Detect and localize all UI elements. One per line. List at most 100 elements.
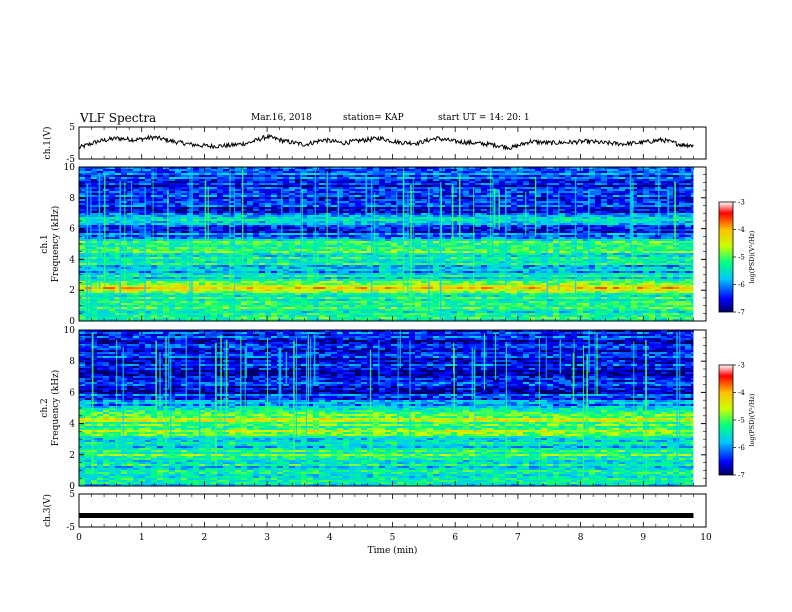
heatmap-cell — [511, 255, 518, 258]
heatmap-cell — [229, 205, 236, 208]
heatmap-cell — [511, 229, 518, 232]
heatmap-cell — [247, 241, 254, 244]
heatmap-cell — [607, 259, 614, 262]
heatmap-cell — [601, 185, 608, 188]
heatmap-cell — [469, 247, 476, 250]
heatmap-cell — [535, 209, 542, 212]
heatmap-cell — [373, 259, 380, 262]
heatmap-cell — [283, 203, 290, 206]
heatmap-cell — [649, 233, 656, 236]
heatmap-cell — [571, 221, 578, 224]
heatmap-cell — [193, 195, 200, 198]
heatmap-cell — [529, 189, 536, 192]
heatmap-cell — [265, 235, 272, 238]
heatmap-cell — [313, 189, 320, 192]
heatmap-cell — [619, 251, 626, 254]
heatmap-cell — [199, 193, 206, 196]
heatmap-cell — [643, 183, 650, 186]
heatmap-cell — [301, 223, 308, 226]
heatmap-cell — [589, 253, 596, 256]
heatmap-cell — [241, 233, 248, 236]
heatmap-cell — [397, 219, 404, 222]
heatmap-cell — [157, 177, 164, 180]
heatmap-cell — [601, 245, 608, 248]
heatmap-cell — [691, 203, 694, 206]
heatmap-cell — [79, 261, 86, 264]
heatmap-cell — [553, 213, 560, 216]
heatmap-cell — [637, 205, 644, 208]
heatmap-cell — [295, 261, 302, 264]
heatmap-cell — [349, 173, 356, 176]
heatmap-cell — [475, 245, 482, 248]
heatmap-cell — [433, 249, 440, 252]
heatmap-cell — [565, 215, 572, 218]
heatmap-cell — [343, 243, 350, 246]
heatmap-cell — [577, 239, 584, 242]
heatmap-cell — [649, 179, 656, 182]
heatmap-cell — [127, 191, 134, 194]
heatmap-cell — [511, 173, 518, 176]
heatmap-cell — [175, 173, 182, 176]
heatmap-cell — [433, 213, 440, 216]
heatmap-cell — [427, 223, 434, 226]
heatmap-cell — [271, 237, 278, 240]
heatmap-cell — [289, 175, 296, 178]
heatmap-cell — [379, 197, 386, 200]
heatmap-cell — [385, 167, 392, 170]
heatmap-cell — [571, 189, 578, 192]
heatmap-cell — [205, 179, 212, 182]
heatmap-cell — [607, 235, 614, 238]
heatmap-cell — [679, 223, 686, 226]
heatmap-cell — [193, 181, 200, 184]
heatmap-cell — [145, 243, 152, 246]
heatmap-cell — [379, 205, 386, 208]
heatmap-cell — [337, 251, 344, 254]
start-time-label: start UT = 14: 20: 1 — [438, 113, 530, 123]
heatmap-cell — [637, 237, 644, 240]
heatmap-cell — [385, 245, 392, 248]
heatmap-cell — [139, 225, 146, 228]
heatmap-cell — [427, 173, 434, 176]
heatmap-cell — [181, 189, 188, 192]
ch1-voltage-trace — [78, 133, 694, 151]
heatmap-cell — [631, 233, 638, 236]
heatmap-cell — [505, 217, 512, 220]
heatmap-cell — [553, 229, 560, 232]
heatmap-cell — [403, 231, 410, 234]
heatmap-cell — [199, 181, 206, 184]
heatmap-cell — [487, 197, 494, 200]
heatmap-cell — [451, 241, 458, 244]
heatmap-cell — [409, 203, 416, 206]
heatmap-cell — [325, 175, 332, 178]
heatmap-cell — [403, 203, 410, 206]
heatmap-cell — [451, 257, 458, 260]
heatmap-cell — [547, 257, 554, 260]
heatmap-cell — [163, 219, 170, 222]
heatmap-cell — [481, 173, 488, 176]
heatmap-cell — [235, 203, 242, 206]
heatmap-cell — [289, 257, 296, 260]
heatmap-cell — [295, 207, 302, 210]
heatmap-cell — [121, 193, 128, 196]
heatmap-cell — [445, 229, 452, 232]
heatmap-cell — [403, 207, 410, 210]
heatmap-cell — [445, 225, 452, 228]
heatmap-cell — [553, 247, 560, 250]
heatmap-cell — [319, 179, 326, 182]
heatmap-cell — [565, 203, 572, 206]
heatmap-cell — [643, 185, 650, 188]
heatmap-cell — [421, 171, 428, 174]
heatmap-cell — [169, 217, 176, 220]
heatmap-cell — [487, 169, 494, 172]
heatmap-cell — [667, 237, 674, 240]
heatmap-cell — [547, 237, 554, 240]
heatmap-cell — [685, 231, 692, 234]
heatmap-cell — [469, 205, 476, 208]
heatmap-cell — [565, 239, 572, 242]
heatmap-cell — [421, 181, 428, 184]
heatmap-cell — [613, 229, 620, 232]
heatmap-cell — [511, 243, 518, 246]
heatmap-cell — [259, 225, 266, 228]
heatmap-cell — [451, 207, 458, 210]
heatmap-cell — [265, 187, 272, 190]
